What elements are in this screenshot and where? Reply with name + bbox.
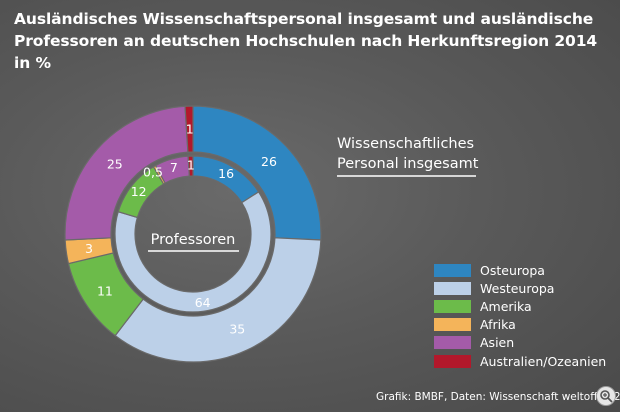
legend-swatch — [434, 318, 471, 332]
legend-item: Amerika — [434, 297, 606, 315]
outer-series-label-line2: Personal insgesamt — [337, 156, 479, 172]
source-footer: Grafik: BMBF, Daten: Wissenschaft weltof… — [376, 391, 620, 403]
inner-slice-label: 0,5 — [143, 164, 163, 179]
legend-label: Amerika — [480, 298, 532, 314]
outer-slice-westeuropa — [114, 237, 322, 363]
legend-swatch — [434, 263, 471, 277]
outer-slice-australien-ozeanien — [184, 105, 194, 153]
chart-title: Ausländisches Wissenschaftspersonal insg… — [14, 10, 598, 72]
legend-label: Westeuropa — [480, 280, 555, 296]
legend-swatch — [434, 281, 471, 295]
legend-label: Asien — [480, 335, 515, 351]
legend-item: Australien/Ozeanien — [434, 352, 606, 370]
inner-series-label: Professoren — [151, 232, 236, 248]
outer-slice-label: 25 — [107, 156, 123, 171]
zoom-icon[interactable] — [596, 386, 616, 406]
outer-slice-label: 35 — [229, 322, 245, 337]
legend: Osteuropa Westeuropa Amerika Afrika Asien Aus… — [434, 261, 606, 370]
outer-slice-label: 1 — [186, 122, 194, 137]
legend-item: Osteuropa — [434, 261, 606, 279]
legend-swatch — [434, 354, 471, 368]
outer-series-label: Wissenschaftliches — [337, 136, 474, 152]
outer-slice-label: 3 — [85, 241, 93, 256]
outer-slice-label: 26 — [261, 154, 277, 169]
outer-slice-label: 11 — [97, 284, 113, 299]
outer-slice-asien — [64, 105, 189, 241]
legend-item: Afrika — [434, 316, 606, 334]
outer-ring — [64, 105, 322, 363]
legend-label: Afrika — [480, 317, 516, 333]
inner-ring — [114, 155, 272, 313]
inner-slice-label: 12 — [131, 184, 147, 199]
inner-slice-westeuropa — [114, 191, 272, 313]
legend-item: Westeuropa — [434, 279, 606, 297]
inner-slice-label: 7 — [170, 160, 178, 175]
inner-slice-label: 64 — [195, 295, 211, 310]
legend-label: Australien/Ozeanien — [480, 353, 607, 369]
legend-label: Osteuropa — [480, 262, 545, 278]
legend-swatch — [434, 299, 471, 313]
legend-item: Asien — [434, 334, 606, 352]
inner-slice-australien-ozeanien — [187, 155, 194, 177]
inner-slice-label: 16 — [218, 166, 234, 181]
inner-slice-label: 1 — [187, 158, 195, 173]
legend-swatch — [434, 336, 471, 350]
